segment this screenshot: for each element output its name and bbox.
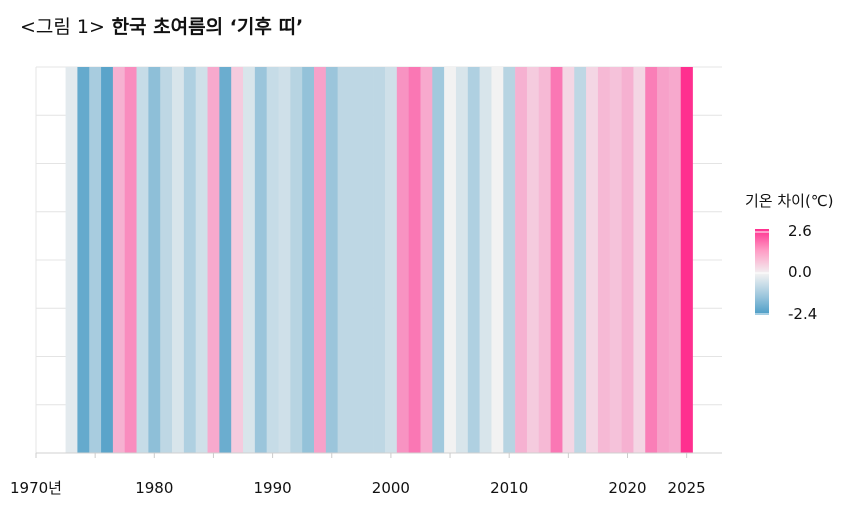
stripe-2021 bbox=[633, 67, 646, 453]
stripe-2005 bbox=[444, 67, 457, 453]
legend-color-bar bbox=[755, 229, 769, 315]
legend-mid-label: 0.0 bbox=[788, 263, 812, 281]
stripe-1998 bbox=[361, 67, 374, 453]
x-tick-label: 2025 bbox=[668, 479, 706, 497]
stripe-1988 bbox=[243, 67, 256, 453]
stripe-2015 bbox=[562, 67, 575, 453]
stripe-1979 bbox=[136, 67, 149, 453]
stripe-1978 bbox=[124, 67, 137, 453]
stripe-1987 bbox=[231, 67, 244, 453]
stripe-1993 bbox=[302, 67, 315, 453]
stripe-2017 bbox=[586, 67, 599, 453]
stripe-2019 bbox=[609, 67, 622, 453]
stripe-2009 bbox=[491, 67, 504, 453]
legend-title: 기온 차이(℃) bbox=[745, 192, 834, 210]
stripe-group bbox=[65, 67, 693, 453]
stripe-1985 bbox=[207, 67, 220, 453]
stripe-1990 bbox=[266, 67, 279, 453]
stripe-1976 bbox=[101, 67, 114, 453]
stripe-2012 bbox=[526, 67, 540, 453]
stripe-2020 bbox=[621, 67, 634, 453]
stripe-2014 bbox=[550, 67, 563, 453]
stripe-1994 bbox=[314, 67, 327, 453]
stripe-2010 bbox=[503, 67, 516, 453]
stripe-1992 bbox=[290, 67, 303, 453]
stripe-1974 bbox=[77, 67, 90, 453]
figure-title: 한국 초여름의 ‘기후 띠’ bbox=[111, 16, 304, 38]
legend-max-label: 2.6 bbox=[788, 222, 812, 240]
stripe-2018 bbox=[597, 67, 611, 453]
stripe-1986 bbox=[219, 67, 232, 453]
stripe-2006 bbox=[455, 67, 469, 453]
chart-title: <그림 1> 한국 초여름의 ‘기후 띠’ bbox=[20, 12, 303, 39]
stripe-2023 bbox=[657, 67, 670, 453]
stripe-1989 bbox=[254, 67, 267, 453]
stripe-2001 bbox=[396, 67, 409, 453]
x-tick-label: 1990 bbox=[254, 479, 292, 497]
stripe-1975 bbox=[89, 67, 102, 453]
stripe-1991 bbox=[278, 67, 291, 453]
x-tick-label: 2000 bbox=[372, 479, 410, 497]
x-tick-label: 2020 bbox=[608, 479, 646, 497]
stripe-1999 bbox=[373, 67, 386, 453]
stripe-1984 bbox=[195, 67, 208, 453]
stripe-1977 bbox=[112, 67, 126, 453]
stripe-2003 bbox=[420, 67, 433, 453]
stripe-1983 bbox=[183, 67, 197, 453]
stripe-2011 bbox=[515, 67, 528, 453]
stripe-1997 bbox=[349, 67, 362, 453]
stripe-2025 bbox=[680, 67, 693, 453]
figure-number: <그림 1> bbox=[20, 16, 105, 38]
stripe-2000 bbox=[384, 67, 398, 453]
x-tick-label: 2010 bbox=[490, 479, 528, 497]
stripe-1980 bbox=[148, 67, 161, 453]
stripe-2016 bbox=[574, 67, 587, 453]
x-axis: 1970년 1980 1990 2000 2010 2020 2025 bbox=[10, 452, 722, 497]
legend-min-label: -2.4 bbox=[788, 305, 818, 323]
stripe-2022 bbox=[645, 67, 658, 453]
stripe-2007 bbox=[467, 67, 480, 453]
stripe-2024 bbox=[668, 67, 682, 453]
stripe-1996 bbox=[337, 67, 350, 453]
stripe-1982 bbox=[172, 67, 185, 453]
x-tick-label: 1980 bbox=[135, 479, 173, 497]
x-tick-label: 1970년 bbox=[10, 479, 62, 497]
stripe-1995 bbox=[325, 67, 338, 453]
stripe-2002 bbox=[408, 67, 421, 453]
stripe-1973 bbox=[65, 67, 78, 453]
stripe-2004 bbox=[432, 67, 445, 453]
stripe-1981 bbox=[160, 67, 173, 453]
stripe-2008 bbox=[479, 67, 492, 453]
stripe-2013 bbox=[538, 67, 551, 453]
